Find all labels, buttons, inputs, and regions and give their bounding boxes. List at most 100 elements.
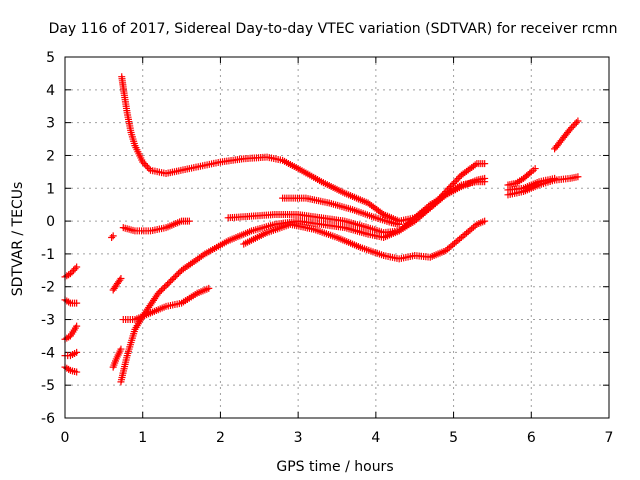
- data-point: [569, 122, 577, 130]
- data-point: [164, 280, 172, 288]
- data-point: [162, 282, 170, 290]
- data-point: [526, 169, 534, 177]
- y-tick-label: -6: [41, 411, 55, 427]
- data-point: [450, 179, 458, 187]
- data-point: [154, 289, 162, 297]
- data-point: [142, 161, 150, 169]
- data-point: [167, 277, 175, 285]
- series-arc-near-zero: [119, 217, 193, 235]
- data-point: [73, 348, 81, 356]
- data-point: [168, 276, 176, 284]
- data-point: [395, 220, 403, 228]
- series-arc-mid-b: [279, 194, 403, 228]
- series-arc-early-b: [109, 345, 125, 371]
- data-point: [185, 217, 193, 225]
- data-point: [73, 368, 81, 376]
- series-arc-rising-long: [117, 178, 489, 386]
- data-point: [574, 117, 582, 125]
- data-point: [66, 270, 74, 278]
- series-arc-late-c: [504, 174, 559, 194]
- axis-ticks: 0 1 2 3 4 5 6 7 -6 -5 -4 -3 -2 -1 0 1 2 3 4 5: [41, 50, 613, 446]
- x-tick-label: 6: [527, 430, 536, 446]
- plot-frame: [64, 56, 610, 419]
- data-point: [448, 181, 456, 189]
- data-point: [143, 163, 151, 171]
- chart-title: Day 116 of 2017, Sidereal Day-to-day VTE…: [49, 21, 618, 37]
- data-point: [157, 286, 165, 294]
- data-point: [140, 160, 148, 168]
- data-point: [156, 288, 164, 296]
- series-arc-small: [108, 232, 117, 241]
- data-point: [471, 222, 479, 230]
- series-arc-lower-return: [240, 217, 489, 263]
- data-point: [481, 217, 489, 225]
- data-point: [446, 183, 454, 191]
- data-point: [173, 271, 181, 279]
- data-point: [109, 232, 117, 240]
- data-point: [159, 285, 167, 293]
- y-tick-label: 3: [46, 116, 55, 132]
- data-point: [73, 299, 81, 307]
- data-point: [454, 174, 462, 182]
- data-point: [117, 345, 125, 353]
- data-point: [572, 119, 580, 127]
- x-tick-label: 0: [61, 430, 70, 446]
- data-point: [108, 234, 116, 241]
- data-point: [165, 279, 173, 287]
- y-tick-label: 1: [46, 181, 55, 197]
- data-point: [471, 161, 479, 169]
- data-point: [451, 178, 459, 186]
- data-point: [205, 284, 213, 292]
- y-tick-label: -4: [41, 345, 55, 361]
- series-arc-late-a: [504, 165, 539, 189]
- y-tick-label: 0: [46, 214, 55, 230]
- data-point: [531, 165, 539, 173]
- data-point: [145, 165, 153, 173]
- y-axis-title: SDTVAR / TECUs: [10, 182, 26, 297]
- data-point: [116, 276, 124, 284]
- data-point: [139, 158, 147, 166]
- data-point: [170, 274, 178, 282]
- x-axis-title: GPS time / hours: [276, 459, 393, 475]
- x-tick-label: 2: [216, 430, 225, 446]
- data-point: [566, 125, 574, 133]
- series-arc-left-d: [61, 348, 81, 360]
- data-point: [68, 268, 76, 276]
- data-point: [568, 124, 576, 132]
- y-tick-label: 5: [46, 50, 55, 66]
- series-arc-left-a: [61, 263, 81, 281]
- data-point: [571, 120, 579, 128]
- data-point: [71, 265, 79, 273]
- series-arc-left-e: [61, 363, 81, 376]
- data-point: [117, 275, 125, 283]
- y-tick-label: 4: [46, 83, 55, 99]
- grid: [65, 57, 609, 418]
- x-tick-label: 5: [449, 430, 458, 446]
- data-point: [73, 263, 81, 271]
- x-tick-label: 3: [294, 430, 303, 446]
- x-tick-label: 4: [371, 430, 380, 446]
- data-point: [73, 322, 81, 330]
- x-tick-label: 7: [605, 430, 614, 446]
- y-tick-label: -1: [41, 247, 55, 263]
- data-point: [551, 174, 559, 182]
- data-point: [453, 176, 461, 184]
- data-point: [70, 266, 78, 274]
- series-arc-left-c: [61, 322, 81, 343]
- data-point: [440, 192, 448, 200]
- data-point: [378, 209, 386, 217]
- x-tick-label: 1: [138, 430, 147, 446]
- y-tick-label: -2: [41, 280, 55, 296]
- series-arc-left-b: [61, 296, 81, 307]
- series-arc-early-a: [109, 275, 125, 294]
- data-points: [61, 73, 582, 386]
- y-tick-label: -3: [41, 313, 55, 329]
- data-point: [174, 269, 182, 277]
- series-arc-late-d: [551, 117, 582, 153]
- data-point: [171, 272, 179, 280]
- data-point: [160, 283, 168, 291]
- y-tick-label: 2: [46, 148, 55, 164]
- y-tick-label: -5: [41, 378, 55, 394]
- data-point: [574, 173, 582, 181]
